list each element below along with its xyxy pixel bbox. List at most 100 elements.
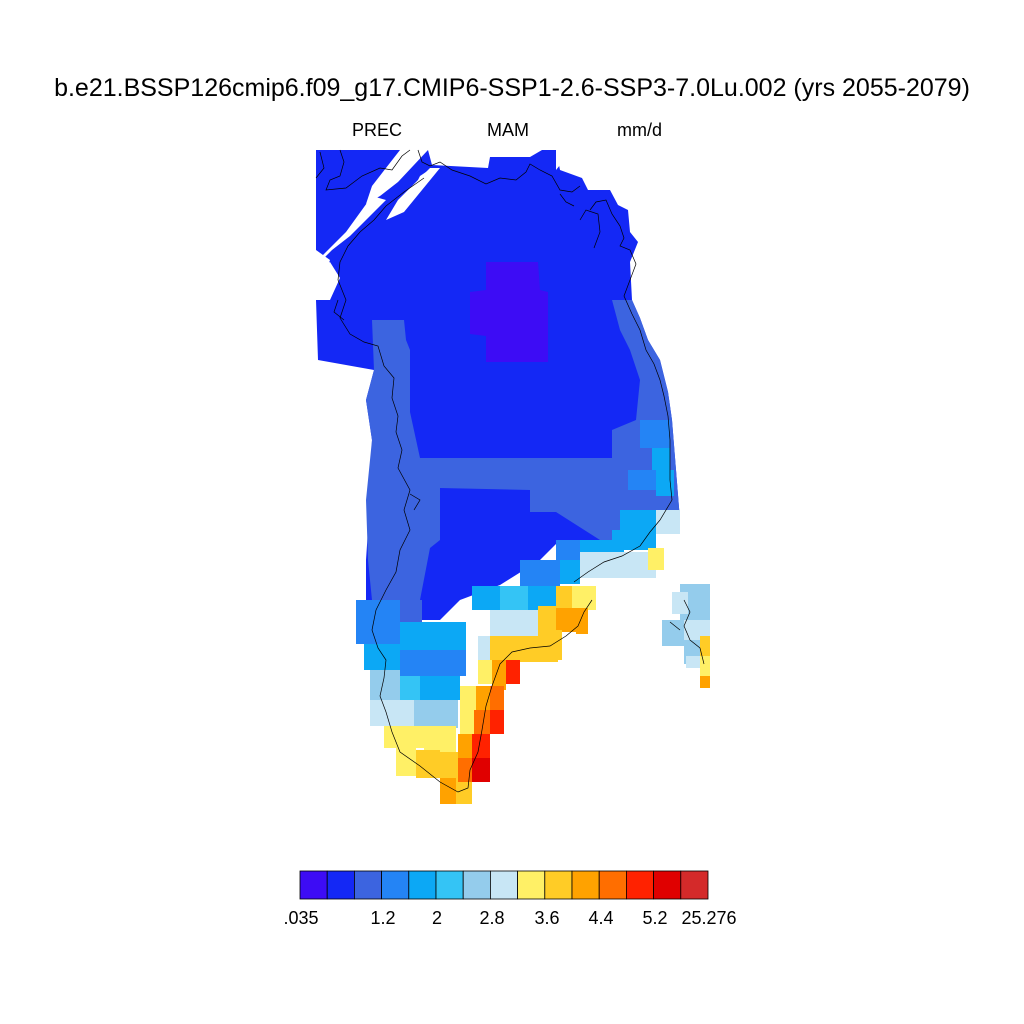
map-cell bbox=[396, 748, 416, 776]
map-cell bbox=[556, 540, 580, 562]
map-cell bbox=[424, 726, 456, 752]
colorbar-swatch bbox=[571, 870, 600, 900]
map-cell bbox=[628, 470, 656, 490]
map-cell bbox=[400, 600, 422, 622]
coastline bbox=[315, 149, 705, 793]
map-cell bbox=[662, 620, 684, 646]
colorbar-swatch bbox=[626, 870, 655, 900]
map-cell bbox=[492, 660, 506, 690]
map-cell bbox=[538, 606, 558, 634]
map-cell bbox=[700, 676, 710, 688]
colorbar-tick-label: 2.8 bbox=[479, 908, 504, 928]
map-cell bbox=[356, 622, 400, 644]
map-cell bbox=[458, 734, 472, 758]
map-cell bbox=[472, 734, 490, 758]
map-cell bbox=[414, 700, 458, 728]
colorbar-swatch bbox=[408, 870, 437, 900]
map-cell bbox=[478, 660, 492, 684]
map-cell bbox=[520, 560, 560, 586]
colorbar-swatch bbox=[462, 870, 491, 900]
map-gap bbox=[366, 150, 428, 204]
map-cell bbox=[370, 700, 414, 726]
map-cell bbox=[500, 586, 528, 610]
colorbar-swatch bbox=[326, 870, 355, 900]
colorbar-tick-label: 25.276 bbox=[681, 908, 736, 928]
colorbar-tick-label: 5.2 bbox=[642, 908, 667, 928]
map-cell bbox=[384, 726, 424, 748]
map-cells bbox=[316, 150, 710, 804]
coastline-segment bbox=[579, 209, 601, 249]
map-cell bbox=[460, 710, 474, 734]
colorbar-tick-label: 4.4 bbox=[588, 908, 613, 928]
map-cell bbox=[648, 548, 664, 570]
map-cell bbox=[458, 758, 472, 782]
map-gap bbox=[410, 168, 432, 196]
map-gap bbox=[316, 196, 386, 262]
map-cell bbox=[430, 622, 466, 652]
map-cell bbox=[672, 592, 688, 614]
map-gap bbox=[556, 150, 560, 170]
map-cell bbox=[370, 670, 400, 700]
colorbar-swatch bbox=[353, 870, 382, 900]
colorbar-swatch bbox=[544, 870, 573, 900]
map-cell bbox=[400, 650, 430, 676]
map-cell bbox=[364, 644, 400, 670]
map-cell bbox=[652, 448, 670, 472]
map-cell bbox=[456, 778, 472, 804]
coastline-segment bbox=[337, 177, 593, 793]
map-cell bbox=[506, 660, 520, 684]
map-cell bbox=[472, 586, 500, 610]
coastline-segment bbox=[669, 621, 681, 631]
map-cell bbox=[580, 552, 656, 578]
map-cell bbox=[356, 600, 400, 622]
map-cell bbox=[538, 630, 562, 660]
plot-title: b.e21.BSSP126cmip6.f09_g17.CMIP6-SSP1-2.… bbox=[54, 74, 970, 102]
map-cell bbox=[490, 686, 504, 710]
map-cell bbox=[656, 470, 674, 496]
colorbar-swatch bbox=[598, 870, 627, 900]
colorbar-swatch bbox=[517, 870, 546, 900]
coastline-segment bbox=[409, 493, 421, 511]
map-cell bbox=[490, 710, 504, 734]
colorbar-swatch bbox=[653, 870, 682, 900]
map-cell bbox=[416, 750, 440, 778]
map-cell bbox=[560, 560, 580, 584]
colorbar-tick-label: .035 bbox=[283, 908, 318, 928]
map-cell bbox=[472, 758, 490, 782]
map-cell bbox=[556, 608, 576, 632]
map-cell bbox=[440, 752, 460, 778]
map-cell bbox=[460, 686, 476, 710]
map-cell bbox=[686, 656, 700, 668]
map-cell bbox=[700, 656, 710, 676]
coastline-segment bbox=[417, 149, 581, 193]
colorbar-swatch bbox=[489, 870, 518, 900]
units-label: mm/d bbox=[617, 120, 662, 140]
coastline-segment bbox=[573, 499, 673, 583]
coastline-segment bbox=[315, 151, 325, 179]
map-cell bbox=[430, 650, 466, 676]
map-region bbox=[366, 300, 680, 600]
map-region bbox=[470, 262, 548, 362]
coastline-segment bbox=[589, 199, 673, 501]
map-edge-mask bbox=[314, 150, 560, 300]
colorbar-swatch bbox=[435, 870, 464, 900]
map-gap bbox=[314, 262, 340, 300]
map-cell bbox=[700, 636, 710, 656]
map-cell bbox=[656, 510, 680, 534]
coastline-segment bbox=[683, 599, 705, 665]
map-cell bbox=[640, 420, 670, 448]
colorbar-tick-label: 3.6 bbox=[534, 908, 559, 928]
variable-label: PREC bbox=[352, 120, 403, 140]
map-cell bbox=[420, 676, 460, 700]
colorbar-tick-label: 1.2 bbox=[370, 908, 395, 928]
map-cell bbox=[490, 610, 538, 636]
colorbar-tick-label: 2 bbox=[432, 908, 442, 928]
map-cell bbox=[572, 586, 596, 610]
coastline-segment bbox=[325, 149, 411, 191]
colorbar-swatch bbox=[381, 870, 410, 900]
map-cell bbox=[400, 622, 430, 650]
season-label: MAM bbox=[487, 120, 529, 140]
coastline-segment bbox=[559, 193, 575, 207]
